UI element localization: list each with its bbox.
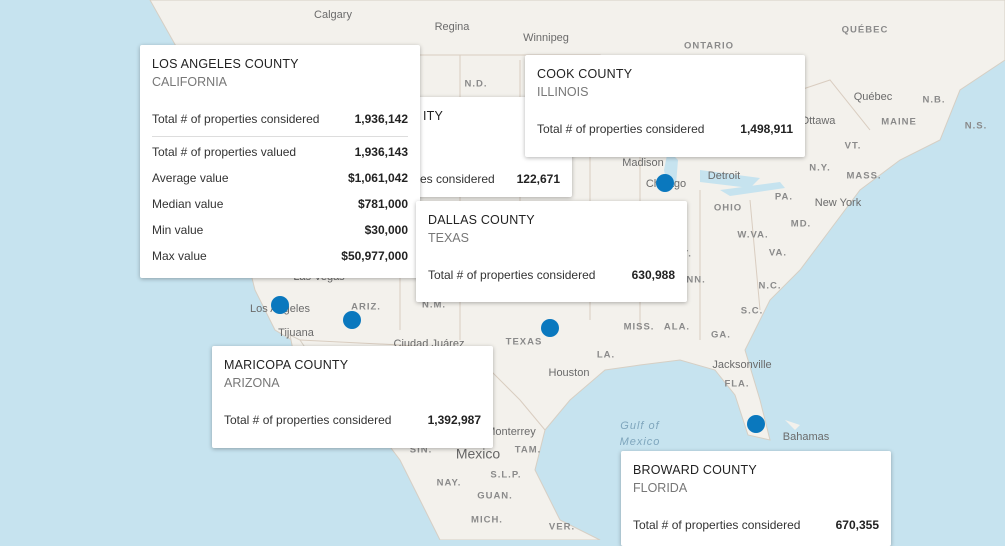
- map-label: Madison: [622, 157, 664, 169]
- row-value: 1,936,142: [354, 112, 408, 126]
- map-label: GUAN.: [477, 491, 513, 502]
- map-label: N.B.: [923, 95, 946, 106]
- map-label: MICH.: [471, 515, 503, 526]
- popup-subtitle: CALIFORNIA: [152, 75, 228, 89]
- map-label: Winnipeg: [523, 32, 569, 44]
- map-label: Mexico: [620, 436, 661, 448]
- row-value: 1,936,143: [354, 145, 408, 159]
- map-label: GA.: [711, 330, 731, 341]
- map-label: W.VA.: [737, 230, 768, 241]
- popup-title: LOS ANGELES COUNTY: [152, 57, 299, 71]
- map-label: QUÉBEC: [842, 25, 889, 36]
- map-label: Mexico: [456, 446, 501, 462]
- map-label: LA.: [597, 350, 615, 361]
- map-label: S.C.: [741, 306, 763, 317]
- popup-subtitle: FLORIDA: [633, 481, 688, 495]
- map-marker[interactable]: [343, 311, 361, 329]
- map-label: MD.: [791, 219, 811, 230]
- row-label: Median value: [152, 197, 224, 211]
- map-label: ALA.: [664, 322, 690, 333]
- map-label: Gulf of: [620, 420, 659, 432]
- map-label: SIN.: [410, 445, 432, 456]
- map-label: ARIZ.: [351, 302, 381, 313]
- popup-subtitle: ILLINOIS: [537, 85, 589, 99]
- map-label: Monterrey: [486, 426, 536, 438]
- row-label: Max value: [152, 249, 207, 263]
- row-label: Total # of properties considered: [428, 268, 596, 282]
- map-label: Detroit: [708, 170, 740, 182]
- map-label: TENN.: [672, 275, 706, 286]
- map-label: New York: [815, 197, 862, 209]
- row-value: 670,355: [835, 518, 879, 532]
- bahamas: [785, 420, 800, 430]
- map-label: Houston: [549, 367, 590, 379]
- separator: [152, 136, 408, 137]
- map-marker[interactable]: [271, 296, 289, 314]
- map-label: Regina: [435, 21, 471, 33]
- row-value: 122,671: [516, 172, 560, 186]
- map-label: VT.: [845, 141, 862, 152]
- row-label: Total # of properties considered: [224, 413, 392, 427]
- row-label: Total # of properties valued: [152, 145, 297, 159]
- map-label: N.M.: [422, 300, 446, 311]
- map-label: Bahamas: [783, 431, 830, 443]
- popup-title: DALLAS COUNTY: [428, 213, 535, 227]
- row-value: 1,392,987: [427, 413, 481, 427]
- row-value: 1,498,911: [740, 122, 793, 136]
- row-label: Min value: [152, 223, 204, 237]
- row-label: Average value: [152, 171, 229, 185]
- row-value: $50,977,000: [341, 249, 408, 263]
- map-label: MASS.: [846, 171, 881, 182]
- map-label: FLA.: [724, 379, 749, 390]
- row-value: $1,061,042: [347, 171, 408, 185]
- row-value: $30,000: [364, 223, 408, 237]
- map-label: TAM.: [515, 445, 542, 456]
- row-label: es considered: [420, 172, 495, 186]
- map-label: MISS.: [624, 322, 655, 333]
- popup-subtitle: TEXAS: [428, 231, 469, 245]
- map-label: ONTARIO: [684, 41, 734, 52]
- map-marker[interactable]: [656, 174, 674, 192]
- map-label: Calgary: [314, 9, 352, 21]
- map-label: N.S.: [965, 121, 987, 132]
- map-label: S.L.P.: [490, 470, 521, 481]
- popup-title: BROWARD COUNTY: [633, 463, 757, 477]
- map-label: Ottawa: [801, 115, 837, 127]
- popup: MARICOPA COUNTY ARIZONA Total # of propert…: [212, 346, 493, 448]
- row-label: Total # of properties considered: [537, 122, 705, 136]
- popup: LOS ANGELES COUNTY CALIFORNIA Total # of p…: [140, 45, 420, 278]
- map-label: NAY.: [437, 478, 462, 489]
- map-label: MAINE: [881, 117, 917, 128]
- map-label: VER.: [549, 522, 575, 533]
- row-value: $781,000: [357, 197, 408, 211]
- popup-title: COOK COUNTY: [537, 67, 633, 81]
- popup-subtitle: ARIZONA: [224, 376, 280, 390]
- map-marker[interactable]: [747, 415, 765, 433]
- map-label: N.Y.: [809, 163, 830, 174]
- map-label: TEXAS: [506, 337, 543, 348]
- map-label: Tijuana: [278, 327, 315, 339]
- popup-title: ITY: [423, 109, 444, 123]
- popup: BROWARD COUNTY FLORIDA Total # of properti…: [621, 451, 891, 546]
- map-marker[interactable]: [541, 319, 559, 337]
- map-label: VA.: [769, 248, 787, 259]
- map-label: OHIO: [714, 203, 742, 214]
- map-label: Québec: [854, 91, 893, 103]
- row-label: Total # of properties considered: [152, 112, 320, 126]
- map-label: Jacksonville: [712, 359, 771, 371]
- map-label: N.C.: [759, 281, 782, 292]
- map-label: N.D.: [465, 79, 488, 90]
- row-label: Total # of properties considered: [633, 518, 801, 532]
- popup: DALLAS COUNTY TEXAS Total # of properties …: [416, 201, 687, 302]
- popup-title: MARICOPA COUNTY: [224, 358, 349, 372]
- popup: COOK COUNTY ILLINOIS Total # of properties…: [525, 55, 805, 157]
- map-label: PA.: [775, 192, 793, 203]
- row-value: 630,988: [631, 268, 675, 282]
